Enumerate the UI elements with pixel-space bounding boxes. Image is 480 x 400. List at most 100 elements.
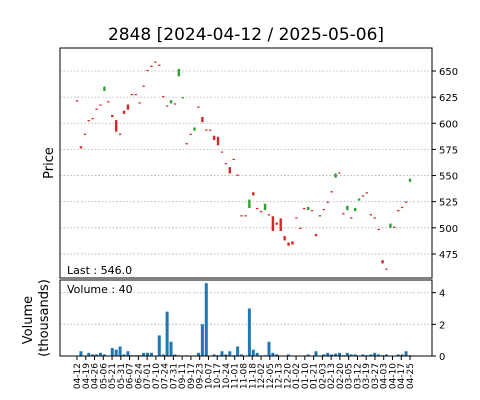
x-tick-label: 09-23	[196, 363, 206, 389]
candle-body	[165, 105, 169, 107]
candle-body	[232, 158, 235, 161]
candle-body	[103, 86, 106, 91]
candle-body	[393, 226, 396, 228]
volume-bar	[396, 354, 400, 356]
x-tick-label: 04-12	[73, 363, 83, 389]
candle-body	[95, 108, 98, 110]
volume-tick-label: 2	[439, 320, 445, 331]
candle-body	[224, 163, 228, 165]
x-tick-label: 07-10	[152, 363, 162, 389]
candle-body	[154, 61, 157, 63]
volume-bar	[345, 352, 349, 356]
candle-body	[240, 215, 243, 217]
x-tick-label: 12-20	[283, 363, 293, 389]
volume-bar	[79, 351, 83, 356]
candle-body	[126, 104, 130, 110]
x-tick-label: 07-01	[143, 363, 153, 389]
price-tick-label: 575	[439, 145, 458, 156]
x-tick-label: 07-31	[169, 363, 179, 389]
x-tick-label: 11-01	[231, 363, 241, 389]
candle-body	[310, 210, 314, 212]
volume-bar	[114, 349, 118, 356]
price-y-label: Price	[42, 147, 57, 179]
candle-body	[99, 104, 102, 106]
volume-bar	[165, 311, 169, 356]
volume-bar	[361, 354, 365, 356]
candle-body	[185, 143, 188, 145]
candle-body	[158, 64, 161, 66]
price-tick-label: 650	[439, 67, 458, 78]
volume-bar	[126, 351, 130, 356]
candle-body	[377, 228, 380, 231]
volume-bar	[204, 283, 208, 356]
candle-body	[122, 110, 126, 114]
volume-annotation: Volume : 40	[67, 283, 133, 296]
candle-body	[248, 199, 251, 208]
volume-bar	[404, 351, 408, 356]
candle-body	[291, 241, 294, 245]
volume-bar	[314, 351, 318, 356]
candle-body	[389, 223, 392, 228]
volume-bar	[377, 354, 381, 356]
volume-tick-label: 0	[439, 352, 445, 363]
volume-bar	[322, 354, 326, 356]
candle-body	[342, 213, 345, 215]
candle-body	[252, 192, 255, 196]
candle-body	[263, 203, 267, 211]
price-tick-label: 500	[439, 224, 458, 235]
candle-body	[279, 218, 282, 231]
volume-bar	[196, 352, 200, 356]
volume-bar	[169, 341, 173, 356]
candle-body	[209, 129, 212, 131]
candle-body	[373, 217, 376, 219]
x-tick-label: 10-17	[213, 363, 223, 389]
x-tick-label: 12-05	[266, 363, 276, 389]
candle-body	[111, 114, 114, 117]
x-tick-label: 05-31	[117, 363, 127, 389]
candle-body	[357, 198, 361, 201]
x-tick-label: 10-24	[222, 363, 232, 389]
x-tick-label: 04-03	[380, 363, 390, 389]
x-tick-label: 04-26	[91, 363, 101, 389]
candle-body	[334, 173, 337, 178]
volume-y-axis: 0 2 4	[432, 289, 445, 363]
candle-body	[326, 201, 329, 203]
candle-body	[107, 101, 110, 103]
price-tick-label: 525	[439, 198, 458, 209]
candle-body	[361, 195, 365, 197]
volume-tick-label: 4	[439, 289, 445, 300]
x-tick-label: 03-05	[345, 363, 355, 389]
candle-body	[318, 215, 322, 217]
candle-body	[236, 174, 239, 176]
x-tick-label: 04-25	[406, 363, 416, 389]
volume-bar	[384, 354, 388, 356]
candle-body	[169, 100, 173, 104]
price-grid	[60, 70, 432, 255]
volume-bar	[369, 354, 373, 356]
candle-body	[228, 167, 231, 174]
candle-body	[295, 217, 298, 219]
candle-body	[306, 206, 310, 211]
candle-body	[322, 209, 326, 211]
candle-body	[299, 227, 302, 230]
candle-body	[397, 210, 400, 212]
x-tick-label: 03-12	[353, 363, 363, 389]
candle-body	[130, 94, 134, 96]
volume-bar	[373, 352, 377, 356]
candle-body	[346, 205, 349, 211]
volume-y-label-line-2: (thousands)	[37, 279, 52, 357]
x-tick-label: 12-02	[257, 363, 267, 389]
candle-body	[385, 268, 388, 270]
x-tick-label: 05-06	[99, 363, 109, 389]
candle-body	[173, 103, 177, 105]
x-axis: 04-1204-1904-2605-0605-2105-3106-0706-24…	[73, 356, 416, 389]
volume-bar	[118, 346, 122, 356]
price-tick-label: 550	[439, 172, 458, 183]
volume-bar	[353, 354, 357, 356]
candle-body	[220, 151, 224, 153]
candle-body	[138, 102, 141, 104]
volume-bar	[224, 354, 228, 356]
volume-bar	[228, 351, 232, 356]
candle-body	[114, 120, 118, 132]
candle-body	[197, 106, 200, 108]
